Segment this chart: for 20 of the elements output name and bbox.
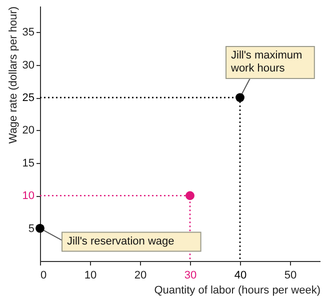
point bbox=[186, 191, 194, 200]
y-axis-title: Wage rate (dollars per hour) bbox=[7, 6, 20, 144]
x-tick-label: 0 bbox=[40, 270, 47, 282]
y-tick-label: 10 bbox=[22, 190, 34, 202]
y-tick-label: 30 bbox=[22, 59, 34, 72]
y-tick-label: 25 bbox=[22, 92, 34, 104]
x-tick-label: 20 bbox=[134, 270, 147, 282]
annotation: Jill's reservation wage bbox=[67, 235, 174, 248]
point bbox=[236, 93, 244, 102]
x-tick-label: 30 bbox=[184, 270, 197, 282]
x-tick-label: 10 bbox=[84, 270, 97, 282]
y-tick-label: 35 bbox=[22, 26, 34, 39]
y-tick-label: 20 bbox=[22, 124, 34, 137]
x-axis-title: Quantity of labor (hours per week) bbox=[154, 284, 320, 296]
y-tick-label: 15 bbox=[22, 157, 34, 170]
point bbox=[36, 224, 44, 233]
y-tick-label: 5 bbox=[28, 222, 34, 235]
x-tick-label: 40 bbox=[234, 270, 247, 282]
annotation: Jill's maximum work hours bbox=[230, 50, 302, 75]
x-tick-label: 50 bbox=[284, 270, 297, 282]
